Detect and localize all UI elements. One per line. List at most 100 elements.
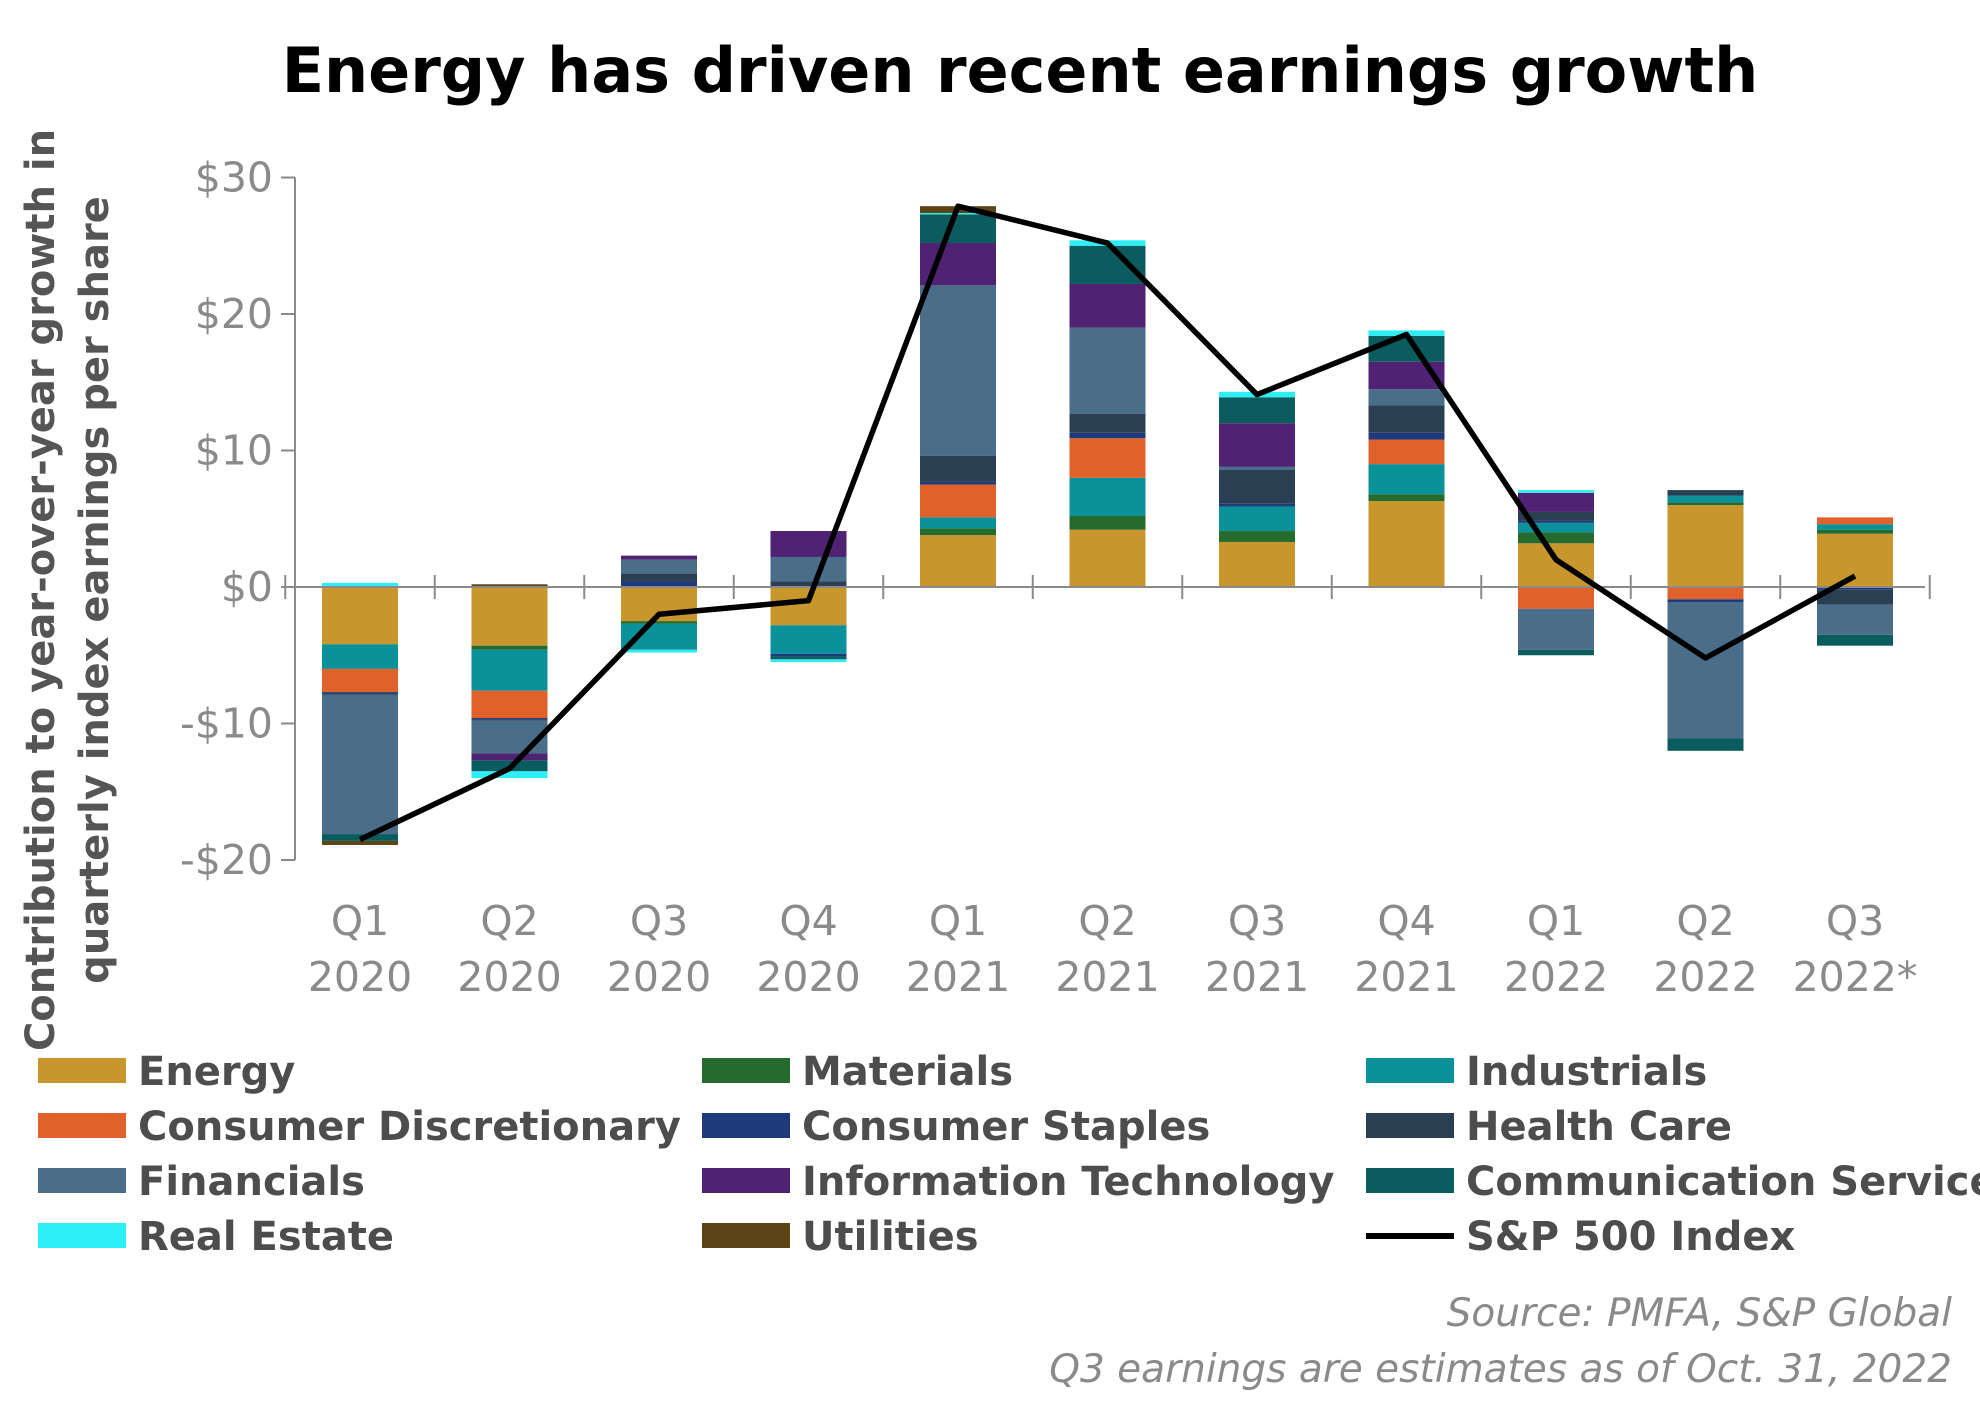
- legend-label-energy: Energy: [138, 1049, 295, 1095]
- bar-materials-1: [471, 645, 548, 650]
- bar-consumer-staples-3: [770, 653, 847, 657]
- legend: Energy Materials Industrials Consumer Discr…: [38, 1049, 1980, 1260]
- legend-label-industrials: Industrials: [1466, 1049, 1707, 1095]
- legend-swatch-communication-services: [1366, 1168, 1454, 1193]
- bar-consumer-staples-8: [1518, 520, 1594, 523]
- bar-materials-8: [1518, 532, 1594, 544]
- bar-energy-0: [322, 587, 398, 645]
- bar-consumer-discretionary-10: [1817, 517, 1893, 525]
- x-tick-label-year-1: 2020: [457, 953, 561, 1001]
- bar-materials-7: [1368, 494, 1445, 502]
- bar-materials-4: [920, 528, 996, 536]
- x-tick-label-year-7: 2021: [1354, 953, 1458, 1001]
- bar-communication-services-4: [920, 214, 996, 244]
- bar-real-estate-0: [322, 582, 398, 587]
- bar-consumer-discretionary-4: [920, 484, 996, 518]
- bar-financials-4: [920, 285, 996, 456]
- y-tick-label-2: $10: [195, 427, 273, 475]
- x-tick-label-quarter-1: Q2: [480, 897, 538, 945]
- legend-swatch-consumer-discretionary: [38, 1113, 126, 1138]
- bar-energy-7: [1368, 501, 1445, 587]
- bar-energy-3: [770, 587, 847, 626]
- x-tick-label-quarter-6: Q3: [1228, 897, 1286, 945]
- bar-communication-services-5: [1069, 245, 1146, 284]
- y-axis-label-2: quarterly index earnings per share: [72, 196, 118, 984]
- bar-real-estate-3: [770, 659, 847, 663]
- bar-consumer-staples-0: [322, 692, 398, 694]
- bar-financials-7: [1368, 389, 1445, 406]
- x-tick-label-year-0: 2020: [308, 953, 412, 1001]
- legend-swatch-financials: [38, 1168, 126, 1193]
- bar-energy-6: [1219, 541, 1295, 587]
- chart-title: Energy has driven recent earnings growth: [282, 34, 1759, 107]
- bar-communication-services-3: [770, 656, 847, 660]
- bar-consumer-discretionary-1: [471, 690, 548, 719]
- source-note: Source: PMFA, S&P Global: [1447, 1291, 1953, 1336]
- x-tick-label-year-10: 2022*: [1793, 953, 1918, 1001]
- bar-industrials-2: [621, 623, 697, 650]
- bar-industrials-5: [1069, 477, 1146, 517]
- bar-information-technology-6: [1219, 423, 1295, 467]
- bar-industrials-0: [322, 644, 398, 669]
- bar-materials-6: [1219, 531, 1295, 542]
- y-tick-label-5: -$20: [180, 836, 273, 884]
- bar-financials-9: [1667, 602, 1744, 739]
- bar-financials-1: [471, 720, 548, 754]
- bar-consumer-discretionary-5: [1069, 438, 1146, 478]
- bar-materials-2: [621, 621, 697, 624]
- bar-industrials-3: [770, 625, 847, 654]
- legend-swatch-utilities: [702, 1223, 790, 1248]
- bar-consumer-discretionary-9: [1667, 587, 1744, 600]
- legend-swatch-information-technology: [702, 1168, 790, 1193]
- bar-industrials-7: [1368, 464, 1445, 495]
- bar-health-care-9: [1667, 490, 1744, 496]
- bar-consumer-discretionary-0: [322, 668, 398, 693]
- legend-swatch-energy: [38, 1058, 126, 1083]
- x-tick-label-quarter-8: Q1: [1527, 897, 1585, 945]
- bars-layer: [322, 206, 1893, 845]
- legend-label-communication-services: Communication Services: [1466, 1159, 1980, 1205]
- y-axis-label-line-2: quarterly index earnings per share: [72, 196, 118, 984]
- bar-financials-2: [621, 559, 697, 574]
- legend-label-financials: Financials: [138, 1159, 365, 1205]
- x-tick-label-quarter-5: Q2: [1078, 897, 1136, 945]
- x-tick-label-year-3: 2020: [756, 953, 860, 1001]
- x-tick-label-year-8: 2022: [1504, 953, 1608, 1001]
- y-axis-label-line-1: Contribution to year-over-year growth in: [18, 129, 64, 1051]
- x-tick-label-quarter-3: Q4: [779, 897, 837, 945]
- x-tick-label-year-9: 2022: [1653, 953, 1757, 1001]
- legend-swatch-real-estate: [38, 1223, 126, 1248]
- legend-swatch-consumer-staples: [702, 1113, 790, 1138]
- bar-consumer-staples-5: [1069, 432, 1146, 439]
- bar-health-care-3: [770, 581, 847, 587]
- x-tick-label-quarter-9: Q2: [1676, 897, 1734, 945]
- bar-utilities-1: [471, 584, 548, 587]
- bar-financials-0: [322, 694, 398, 835]
- bar-energy-9: [1667, 505, 1744, 587]
- bar-real-estate-2: [621, 649, 697, 653]
- bar-health-care-4: [920, 455, 996, 482]
- bar-consumer-staples-7: [1368, 432, 1445, 440]
- bar-financials-3: [770, 556, 847, 582]
- bar-energy-8: [1518, 543, 1594, 587]
- bar-industrials-8: [1518, 522, 1594, 533]
- legend-label-utilities: Utilities: [802, 1214, 979, 1260]
- bar-real-estate-8: [1518, 490, 1594, 493]
- y-tick-label-4: -$10: [180, 700, 273, 748]
- bar-health-care-1: [471, 719, 548, 721]
- x-tick-label-quarter-0: Q1: [331, 897, 389, 945]
- bar-health-care-7: [1368, 405, 1445, 433]
- bar-communication-services-7: [1368, 335, 1445, 362]
- bar-communication-services-10: [1817, 634, 1893, 646]
- bar-consumer-staples-1: [471, 718, 548, 720]
- bar-industrials-1: [471, 649, 548, 691]
- bar-communication-services-8: [1518, 649, 1594, 656]
- bar-energy-4: [920, 535, 996, 587]
- bar-financials-8: [1518, 608, 1594, 650]
- bar-health-care-2: [621, 573, 697, 582]
- bar-communication-services-9: [1667, 738, 1744, 751]
- bar-health-care-0: [322, 693, 398, 695]
- bar-materials-10: [1817, 529, 1893, 534]
- x-tick-label-quarter-7: Q4: [1377, 897, 1435, 945]
- legend-swatch-health-care: [1366, 1113, 1454, 1138]
